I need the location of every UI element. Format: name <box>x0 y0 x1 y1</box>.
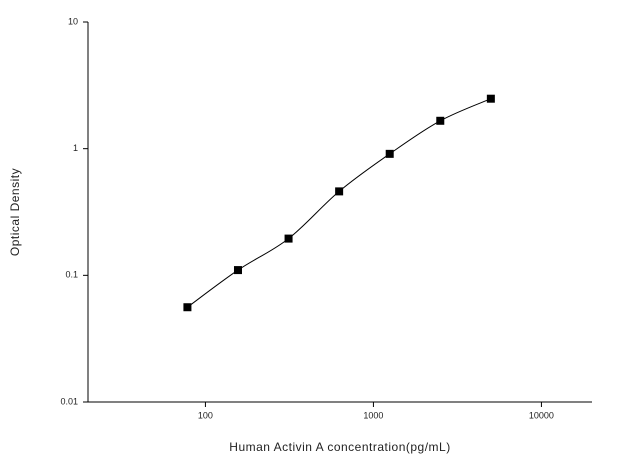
y-tick-label: 10 <box>68 16 78 26</box>
point <box>486 94 495 103</box>
y-tick-label: 1 <box>73 143 78 153</box>
point <box>335 187 344 196</box>
x-tick-label: 100 <box>198 410 213 420</box>
point <box>183 303 192 312</box>
y-tick-label: 0.1 <box>65 270 78 280</box>
point <box>284 234 293 243</box>
point <box>233 266 242 275</box>
y-axis-title: Optical Density <box>8 168 22 256</box>
x-tick-label: 1000 <box>363 410 383 420</box>
point <box>385 149 394 158</box>
point <box>436 116 445 125</box>
x-tick-label: 10000 <box>529 410 554 420</box>
x-axis-title: Human Activin A concentration(pg/mL) <box>229 440 450 454</box>
y-tick-label: 0.01 <box>60 396 78 406</box>
fit-curve <box>187 98 492 308</box>
